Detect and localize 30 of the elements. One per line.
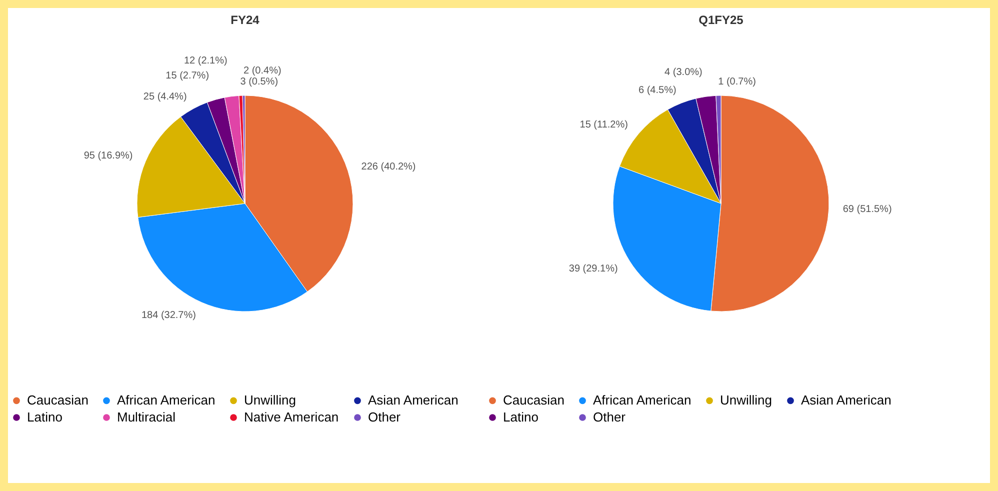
legend-label: Unwilling [244, 392, 296, 408]
data-label: 3 (0.5%) [240, 76, 278, 88]
chart-title: FY24 [230, 13, 260, 27]
legend-label: Asian American [368, 392, 458, 408]
data-label: 25 (4.4%) [143, 91, 187, 102]
legend-label: Caucasian [503, 392, 564, 408]
chart-title: Q1FY25 [698, 13, 744, 27]
data-label: 39 (29.1%) [568, 264, 618, 275]
data-label: 69 (51.5%) [842, 204, 892, 216]
data-label: 2 (0.4%) [244, 66, 282, 77]
legend-label: Asian American [801, 392, 892, 408]
data-label: 4 (3.0%) [664, 66, 702, 78]
data-label: 95 (16.9%) [84, 150, 133, 162]
legend-label: Caucasian [27, 392, 88, 408]
legend-label: Latino [503, 410, 538, 424]
data-label: 1 (0.7%) [718, 76, 756, 88]
legend-label: Native American [244, 410, 339, 424]
legend-label: Unwilling [720, 392, 772, 408]
legend-label: African American [593, 392, 692, 408]
data-label: 6 (4.5%) [638, 84, 676, 96]
legend-label: Other [368, 410, 402, 424]
legend-label: African American [117, 392, 216, 408]
data-label: 15 (11.2%) [580, 120, 628, 131]
data-label: 12 (2.1%) [184, 56, 228, 67]
legend-label: Multiracial [117, 410, 176, 424]
data-label: 15 (2.7%) [166, 70, 210, 82]
data-label: 184 (32.7%) [141, 310, 196, 322]
legend-label: Other [593, 410, 626, 424]
legend-label: Latino [27, 410, 62, 424]
data-label: 226 (40.2%) [361, 162, 416, 173]
